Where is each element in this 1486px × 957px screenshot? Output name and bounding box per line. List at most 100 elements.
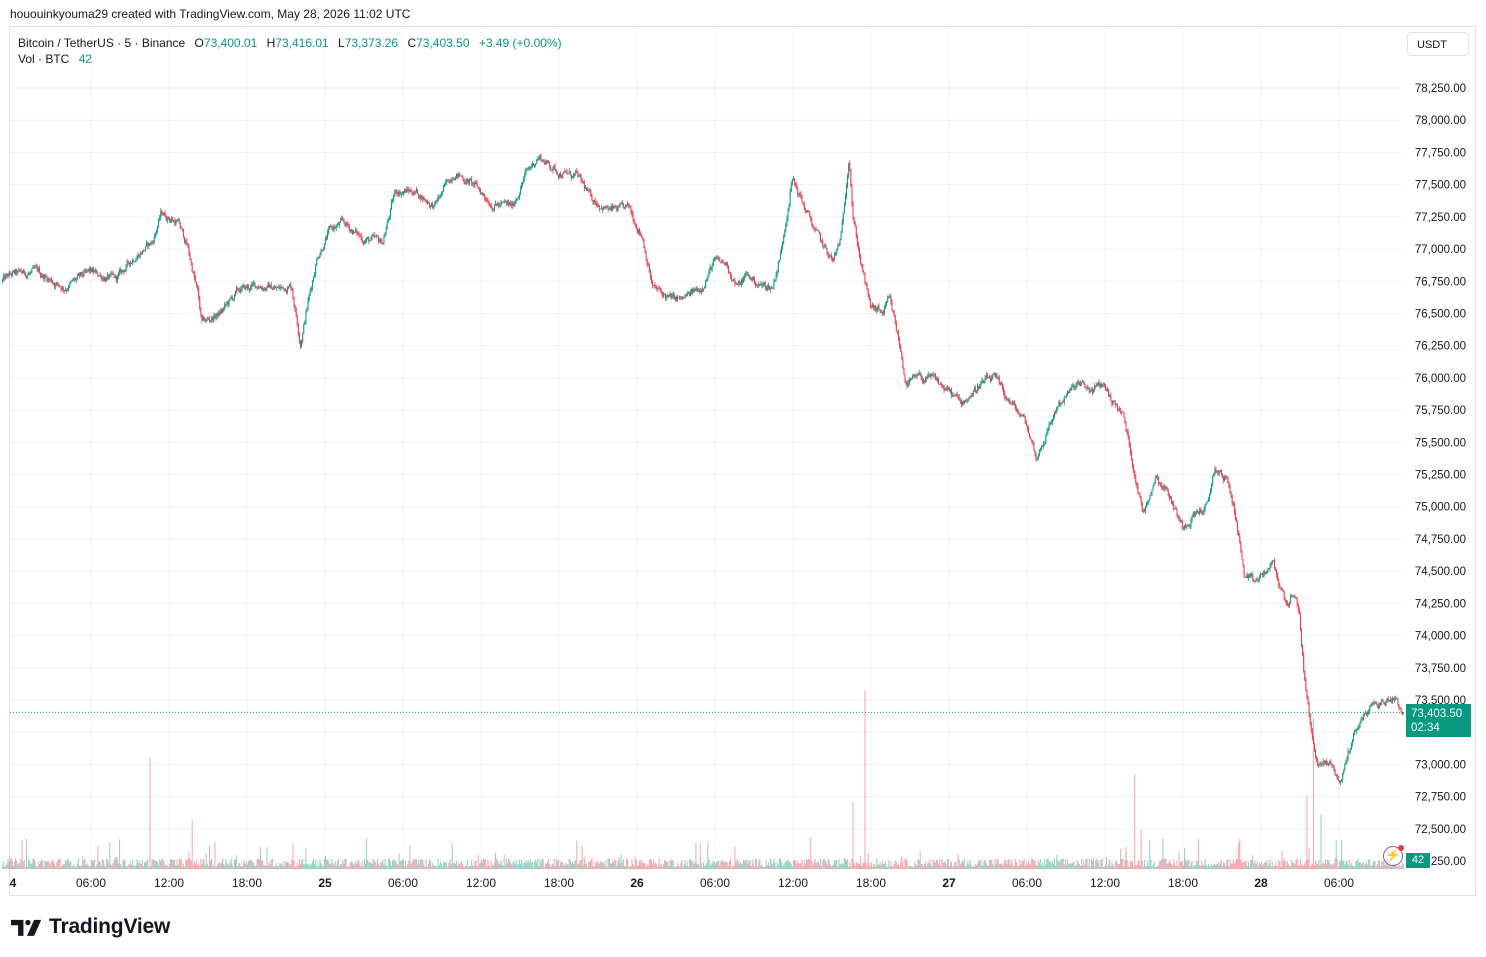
candle-body [61, 287, 63, 290]
volume-bar [1166, 863, 1168, 869]
volume-bar [632, 863, 634, 869]
candle-body [1238, 531, 1240, 537]
volume-bar [643, 863, 645, 869]
lightning-bolt-icon[interactable]: ⚡ [1383, 846, 1403, 866]
candle-body [798, 193, 800, 195]
candle-body [1080, 383, 1082, 385]
volume-bar [554, 866, 556, 869]
price-axis-label: 74,000.00 [1415, 631, 1466, 643]
volume-bar [1382, 862, 1384, 869]
volume-bar [90, 859, 92, 869]
volume-bar [491, 864, 493, 869]
volume-bar [515, 860, 517, 869]
volume-bar [1320, 814, 1322, 869]
candle-body [1068, 391, 1070, 393]
candle-body [90, 268, 92, 272]
volume-bar [380, 862, 382, 869]
candle-body [528, 167, 530, 169]
candle-body [425, 200, 427, 202]
candle-body [795, 183, 797, 185]
volume-bar [1083, 860, 1085, 869]
volume-bar [1344, 864, 1346, 869]
candle-body [114, 275, 116, 278]
volume-bar [161, 858, 163, 869]
volume-bar [731, 866, 733, 869]
volume-bar [453, 863, 455, 869]
candle-body [47, 279, 49, 281]
candle-body [85, 269, 87, 272]
candle-body [599, 206, 601, 209]
volume-label[interactable]: Vol · BTC [18, 52, 70, 66]
tradingview-brand[interactable]: TradingView [11, 915, 170, 939]
volume-bar [1193, 864, 1195, 869]
candle-body [1159, 483, 1161, 484]
volume-bar [530, 862, 532, 869]
candle-body [376, 235, 378, 237]
volume-bar [1044, 858, 1046, 869]
candle-body [235, 291, 237, 295]
candle-body [405, 189, 407, 193]
candle-body [200, 309, 202, 315]
volume-bar [523, 862, 525, 869]
candle-body [1165, 486, 1167, 488]
volume-bar [434, 865, 436, 869]
candle-body [883, 307, 885, 314]
candle-body [1298, 609, 1300, 614]
volume-bar [1004, 859, 1006, 869]
volume-bar [30, 863, 32, 869]
candle-body [1143, 510, 1145, 513]
candle-body [1106, 388, 1108, 391]
currency-button[interactable]: USDT [1407, 32, 1469, 56]
volume-bar [791, 866, 793, 869]
volume-bar [872, 867, 874, 869]
volume-bar [1305, 861, 1307, 869]
candle-body [952, 395, 954, 396]
volume-bar [1165, 858, 1167, 869]
volume-bar [1199, 864, 1201, 869]
last-price-value: 73,403.50 [1411, 708, 1463, 720]
candle-body [1307, 697, 1309, 704]
candle-body [353, 231, 355, 234]
candle-body [805, 211, 807, 212]
volume-bar [413, 859, 415, 869]
candle-body [963, 401, 965, 403]
candle-body [328, 228, 330, 233]
candle-body [1139, 494, 1141, 498]
volume-bar [785, 860, 787, 869]
candle-body [1215, 469, 1217, 472]
volume-bar [391, 865, 393, 869]
candle-body [733, 279, 735, 281]
volume-bar [996, 859, 998, 869]
candle-body [873, 305, 875, 309]
volume-bar [713, 861, 715, 869]
volume-bar [1037, 860, 1039, 869]
candle-body [696, 288, 698, 290]
open-label: O [194, 36, 204, 50]
symbol-title[interactable]: Bitcoin / TetherUS · 5 · Binance [18, 36, 186, 50]
volume-bar [172, 860, 174, 869]
candle-body [982, 380, 984, 383]
candle-body [835, 252, 837, 255]
volume-bar [1200, 865, 1202, 869]
candle-body [1024, 417, 1026, 424]
volume-bar [1398, 864, 1400, 869]
volume-bar [482, 861, 484, 869]
candle-body [574, 173, 576, 175]
candle-body [834, 254, 836, 260]
candle-body [771, 287, 773, 289]
tradingview-logo-icon [11, 919, 42, 936]
volume-bar [919, 850, 921, 869]
candle-body [37, 268, 39, 271]
volume-bar [49, 864, 51, 869]
volume-bar [1396, 865, 1398, 869]
candle-body [776, 270, 778, 275]
volume-bar [623, 865, 625, 869]
candle-body [290, 284, 292, 288]
volume-bar [614, 859, 616, 869]
candle-body [1130, 452, 1132, 459]
candle-body [926, 378, 928, 380]
volume-bar [365, 863, 367, 869]
candle-body [1168, 495, 1170, 499]
change-value: +3.49 (+0.00%) [478, 36, 562, 50]
